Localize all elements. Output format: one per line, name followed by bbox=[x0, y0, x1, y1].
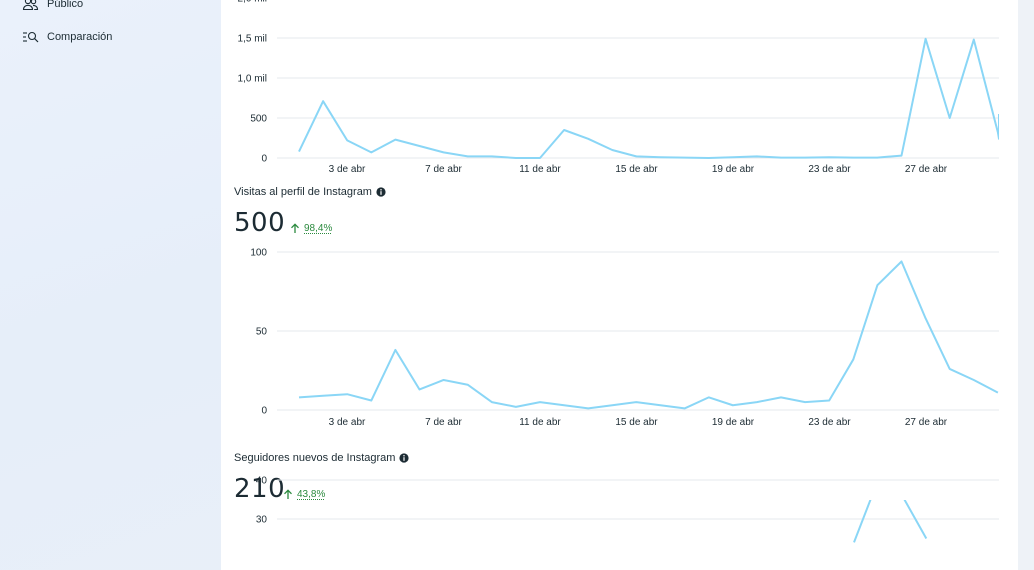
x-tick-label: 11 de abr bbox=[519, 164, 561, 175]
x-tick-label: 15 de abr bbox=[615, 417, 658, 428]
y-tick-label: 500 bbox=[250, 114, 267, 125]
arrow-up-icon bbox=[284, 489, 292, 499]
y-tick-label: 30 bbox=[256, 515, 268, 526]
delta-percent[interactable]: 98,4% bbox=[304, 223, 333, 234]
reach-chart: 0 500 1,0 mil 1,5 mil 2,0 mil 3 de abr 7 de ab… bbox=[238, 0, 999, 175]
series-line bbox=[298, 260, 999, 410]
sidebar-item-publico[interactable]: Público bbox=[22, 0, 83, 14]
metric-value: 210 bbox=[234, 474, 286, 504]
sidebar-item-label: Público bbox=[47, 0, 84, 10]
arrow-up-icon bbox=[291, 223, 299, 233]
x-tick-label: 7 de abr bbox=[425, 164, 462, 175]
card-title-text: Visitas al perfil de Instagram bbox=[234, 186, 372, 198]
x-tick-label: 27 de abr bbox=[905, 417, 948, 428]
series-line bbox=[853, 500, 928, 543]
info-icon[interactable] bbox=[376, 187, 386, 197]
delta-percent[interactable]: 43,8% bbox=[297, 489, 326, 500]
x-tick-label: 3 de abr bbox=[329, 164, 366, 175]
series-line bbox=[298, 37, 999, 159]
x-tick-label: 23 de abr bbox=[808, 164, 851, 175]
x-tick-label: 27 de abr bbox=[905, 164, 948, 175]
card-title-seguidores: Seguidores nuevos de Instagram bbox=[234, 452, 410, 464]
metric-value: 500 bbox=[234, 208, 286, 238]
sidebar-item-comparacion[interactable]: Comparación bbox=[22, 27, 112, 47]
y-tick-label: 1,5 mil bbox=[238, 34, 267, 45]
search-compare-icon bbox=[23, 31, 39, 43]
info-icon[interactable] bbox=[399, 453, 410, 463]
profile-visits-chart: 0 50 100 3 de abr 7 de abr 11 de abr 15 de abr… bbox=[250, 248, 999, 428]
x-tick-label: 19 de abr bbox=[712, 164, 755, 175]
y-tick-label: 2,0 mil bbox=[238, 0, 267, 5]
new-followers-chart: 30 40 bbox=[256, 476, 999, 543]
y-tick-label: 1,0 mil bbox=[238, 74, 267, 85]
sidebar-item-label: Comparación bbox=[47, 31, 113, 43]
people-icon bbox=[22, 0, 39, 11]
y-tick-label: 40 bbox=[256, 476, 268, 487]
card-title-visitas: Visitas al perfil de Instagram bbox=[234, 186, 386, 198]
x-tick-label: 15 de abr bbox=[615, 164, 658, 175]
y-tick-label: 0 bbox=[261, 406, 267, 417]
sidebar: Público Comparación bbox=[0, 0, 221, 570]
x-tick-label: 23 de abr bbox=[808, 417, 851, 428]
metric-delta: 43,8% bbox=[283, 489, 325, 500]
y-tick-label: 100 bbox=[250, 248, 267, 259]
y-tick-label: 0 bbox=[261, 154, 267, 165]
scrollbar-track[interactable] bbox=[1018, 0, 1034, 570]
x-tick-label: 11 de abr bbox=[519, 417, 561, 428]
metric-delta: 98,4% bbox=[290, 223, 332, 234]
y-tick-label: 50 bbox=[256, 327, 268, 338]
x-tick-label: 19 de abr bbox=[712, 417, 755, 428]
card-title-text: Seguidores nuevos de Instagram bbox=[234, 452, 396, 464]
x-tick-label: 3 de abr bbox=[329, 417, 366, 428]
x-tick-label: 7 de abr bbox=[425, 417, 462, 428]
